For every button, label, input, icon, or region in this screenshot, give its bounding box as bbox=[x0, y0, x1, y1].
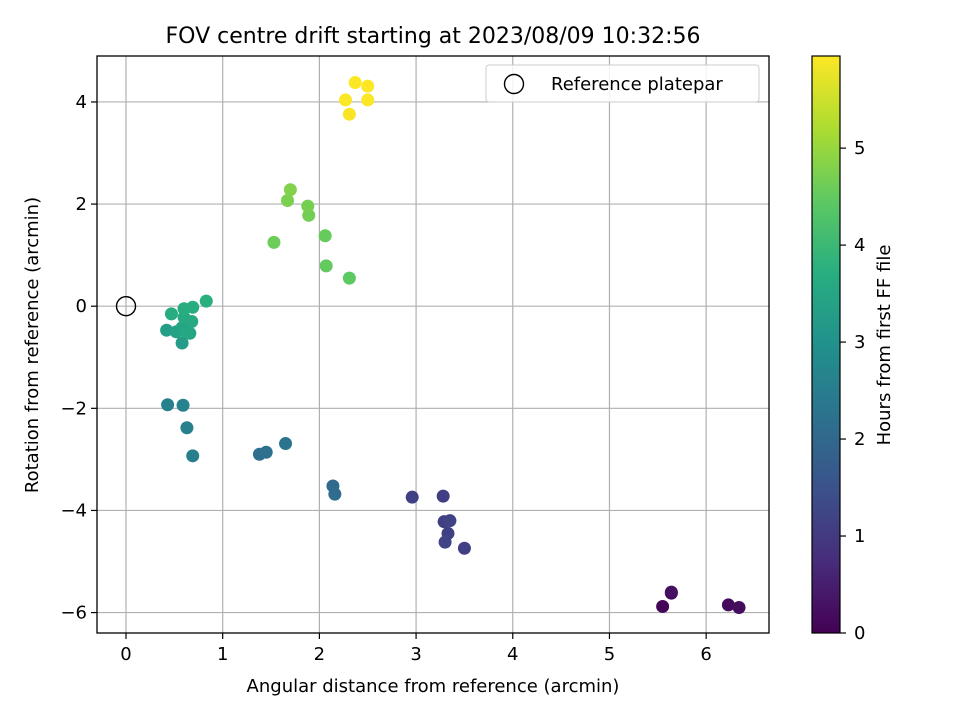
x-tick-label: 6 bbox=[700, 644, 711, 665]
x-tick-label: 1 bbox=[217, 644, 228, 665]
colorbar-tick-label: 1 bbox=[854, 526, 865, 547]
data-point bbox=[164, 307, 178, 321]
legend-label: Reference platepar bbox=[551, 74, 723, 95]
data-point bbox=[318, 229, 332, 243]
data-point bbox=[161, 398, 175, 412]
data-point bbox=[457, 541, 471, 555]
data-point bbox=[438, 535, 452, 549]
colorbar-tick-label: 3 bbox=[854, 332, 865, 353]
colorbar-tick-label: 0 bbox=[854, 623, 865, 644]
data-point bbox=[342, 271, 356, 285]
x-axis-label: Angular distance from reference (arcmin) bbox=[247, 676, 620, 697]
data-point bbox=[361, 93, 375, 107]
data-point bbox=[338, 93, 352, 107]
x-tick-label: 2 bbox=[314, 644, 325, 665]
plot-frame bbox=[96, 55, 770, 634]
y-tick-label: −6 bbox=[60, 603, 87, 624]
data-point bbox=[348, 76, 362, 90]
legend-box bbox=[485, 64, 760, 103]
data-point bbox=[361, 79, 375, 93]
reference-platepar-marker bbox=[115, 296, 137, 317]
data-point bbox=[186, 300, 200, 314]
grid-lines bbox=[97, 56, 769, 633]
colorbar-tick-label: 2 bbox=[854, 429, 865, 450]
data-points bbox=[160, 76, 746, 614]
data-point bbox=[664, 585, 678, 599]
data-point bbox=[732, 600, 746, 614]
data-point bbox=[436, 489, 450, 503]
data-point bbox=[721, 598, 735, 612]
legend: Reference platepar bbox=[485, 64, 760, 103]
data-point bbox=[283, 183, 297, 197]
data-point bbox=[199, 294, 213, 308]
data-point bbox=[176, 398, 190, 412]
y-tick-label: −2 bbox=[60, 398, 87, 419]
data-point bbox=[186, 449, 200, 463]
chart-title: FOV centre drift starting at 2023/08/09 … bbox=[166, 24, 701, 49]
x-tick-label: 0 bbox=[120, 644, 131, 665]
data-point bbox=[267, 235, 281, 249]
data-point bbox=[180, 421, 194, 435]
x-tick-label: 5 bbox=[604, 644, 615, 665]
data-point bbox=[342, 107, 356, 121]
data-point bbox=[259, 445, 273, 459]
colorbar: 0 1 2 3 4 5 Hours from first FF file bbox=[811, 55, 895, 644]
colorbar-gradient bbox=[811, 55, 841, 634]
colorbar-tick-label: 5 bbox=[854, 138, 865, 159]
data-point bbox=[301, 199, 315, 213]
colorbar-tick-label: 4 bbox=[854, 235, 865, 256]
data-point bbox=[405, 490, 419, 504]
data-point bbox=[319, 259, 333, 273]
data-point bbox=[179, 325, 193, 339]
y-tick-label: 4 bbox=[76, 92, 87, 113]
legend-reference-marker bbox=[503, 73, 525, 95]
reference-marker-group bbox=[115, 296, 137, 317]
colorbar-ticks: 0 1 2 3 4 5 bbox=[840, 138, 865, 644]
data-point bbox=[160, 323, 174, 337]
x-tick-label: 3 bbox=[410, 644, 421, 665]
y-tick-label: 0 bbox=[76, 296, 87, 317]
data-point bbox=[328, 487, 342, 501]
y-tick-label: −4 bbox=[60, 500, 87, 521]
y-axis-ticks: −6 −4 −2 0 2 4 bbox=[60, 92, 97, 624]
x-tick-label: 4 bbox=[507, 644, 518, 665]
y-tick-label: 2 bbox=[76, 194, 87, 215]
data-point bbox=[279, 437, 293, 451]
data-point bbox=[443, 514, 457, 528]
data-point bbox=[280, 194, 294, 208]
data-point bbox=[656, 599, 670, 613]
y-axis-label: Rotation from reference (arcmin) bbox=[22, 197, 43, 493]
data-point bbox=[175, 336, 189, 350]
x-axis-ticks: 0 1 2 3 4 5 6 bbox=[120, 633, 712, 665]
colorbar-label: Hours from first FF file bbox=[874, 245, 895, 446]
